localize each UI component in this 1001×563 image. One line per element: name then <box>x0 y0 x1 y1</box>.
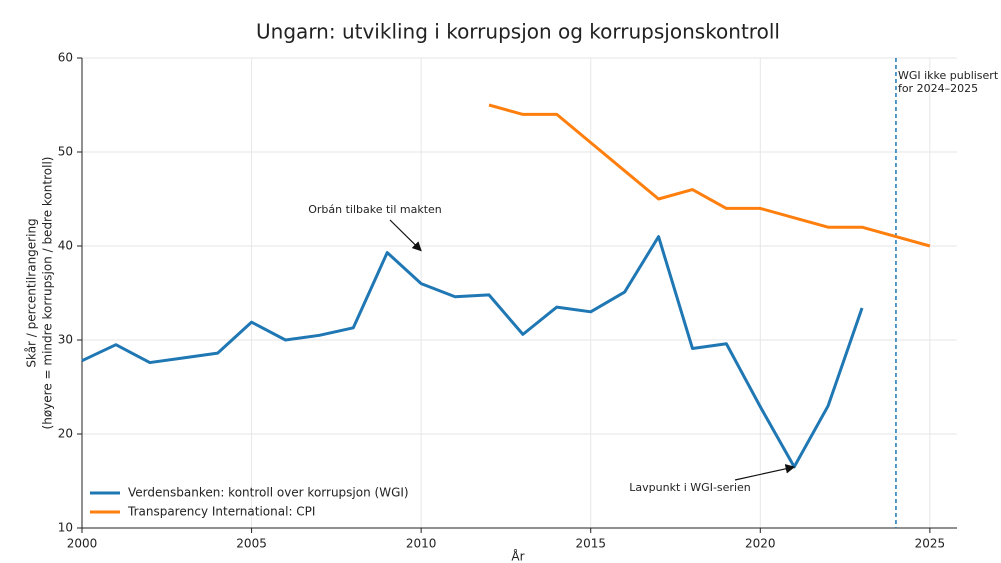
x-tick-label: 2005 <box>236 537 267 551</box>
y-tick-label: 10 <box>58 521 73 535</box>
annotation-arrow <box>389 219 422 252</box>
y-tick-label: 30 <box>58 333 73 347</box>
legend-label: Verdensbanken: kontroll over korrupsjon … <box>128 486 409 500</box>
x-tick-label: 2010 <box>406 537 437 551</box>
y-axis-label: Skår / percentilrangering <box>25 218 39 367</box>
y-tick-label: 60 <box>58 51 73 65</box>
x-tick-label: 2000 <box>67 537 98 551</box>
y-axis-label: (høyere = mindre korrupsjon / bedre kont… <box>41 157 55 430</box>
x-tick-label: 2025 <box>915 537 946 551</box>
x-tick-label: 2015 <box>575 537 606 551</box>
annotation-arrow <box>734 464 796 481</box>
y-tick-label: 50 <box>58 145 73 159</box>
data-line <box>81 235 864 469</box>
y-tick-label: 40 <box>58 239 73 253</box>
annotation: Orbán tilbake til makten <box>308 203 442 216</box>
x-tick-label: 2020 <box>745 537 776 551</box>
reference-label: WGI ikke publisert <box>898 69 999 82</box>
x-axis-label: År <box>511 549 524 563</box>
y-tick-label: 20 <box>58 427 73 441</box>
annotation: Lavpunkt i WGI-serien <box>629 481 750 494</box>
data-line <box>488 103 931 248</box>
legend-label: Transparency International: CPI <box>127 505 315 519</box>
chart-title: Ungarn: utvikling i korrupsjon og korrup… <box>256 20 780 44</box>
reference-label: for 2024–2025 <box>898 82 978 95</box>
